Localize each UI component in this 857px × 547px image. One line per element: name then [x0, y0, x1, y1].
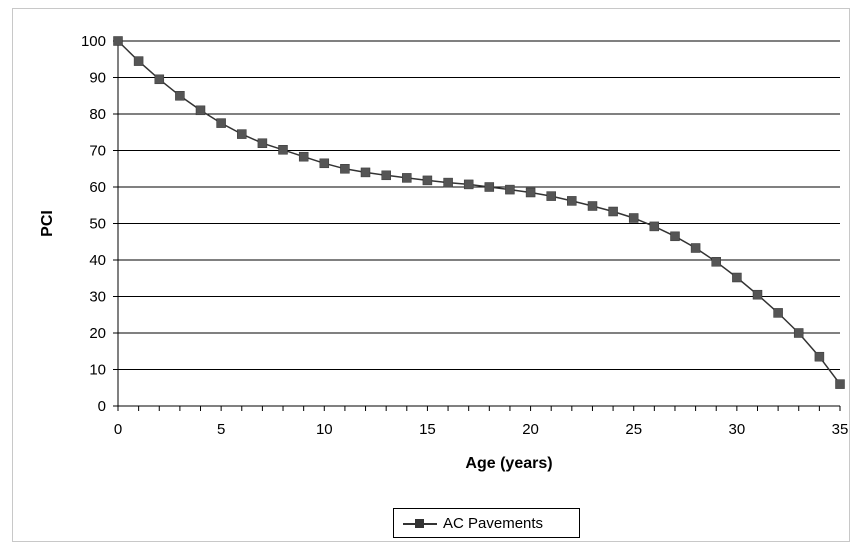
data-point-marker: [360, 167, 371, 178]
y-tick-label: 60: [89, 179, 106, 196]
x-tick-label: 30: [729, 421, 746, 438]
y-tick-label: 100: [81, 33, 106, 50]
data-point-marker: [732, 272, 742, 283]
data-point-marker: [463, 179, 474, 190]
x-tick-label: 35: [832, 421, 849, 438]
data-point-marker: [608, 206, 618, 217]
data-point-marker: [113, 36, 123, 46]
data-point-marker: [793, 328, 804, 338]
data-point-marker: [835, 379, 845, 389]
y-tick-label: 80: [89, 106, 106, 123]
data-point-marker: [278, 145, 288, 155]
y-tick-label: 0: [98, 398, 106, 415]
x-tick-label: 0: [114, 421, 122, 438]
data-point-marker: [298, 151, 309, 162]
data-point-marker: [154, 74, 165, 85]
data-point-marker: [195, 105, 206, 116]
data-point-marker: [649, 221, 660, 232]
data-point-marker: [422, 175, 433, 186]
y-tick-label: 70: [89, 143, 106, 160]
data-point-marker: [257, 138, 268, 148]
x-tick-label: 5: [217, 421, 225, 438]
y-axis-title: PCI: [39, 210, 56, 237]
data-point-marker: [237, 129, 247, 139]
y-tick-label: 30: [89, 289, 106, 306]
x-tick-label: 10: [316, 421, 333, 438]
data-point-marker: [814, 351, 825, 362]
x-axis-title: Age (years): [465, 455, 552, 472]
data-point-marker: [402, 173, 412, 183]
data-point-marker: [505, 184, 515, 195]
data-point-marker: [711, 257, 721, 267]
legend-label: AC Pavements: [443, 515, 544, 532]
data-point-marker: [546, 191, 556, 201]
data-point-marker: [587, 201, 598, 211]
data-point-marker: [484, 182, 495, 192]
y-tick-label: 50: [89, 216, 106, 233]
data-point-marker: [340, 164, 350, 174]
y-tick-label: 10: [89, 362, 106, 379]
y-tick-label: 90: [89, 70, 106, 87]
data-point-marker: [175, 91, 185, 101]
data-point-marker: [773, 308, 783, 318]
data-point-marker: [443, 177, 453, 188]
y-tick-label: 40: [89, 252, 106, 269]
legend-square-marker-icon: [415, 519, 424, 528]
data-point-marker: [628, 213, 639, 223]
data-point-marker: [525, 187, 536, 198]
chart-frame: [12, 8, 850, 542]
data-point-marker: [567, 196, 577, 206]
legend: AC Pavements: [393, 508, 580, 538]
data-point-marker: [690, 243, 701, 253]
data-point-marker: [319, 158, 330, 169]
data-point-marker: [133, 56, 144, 66]
data-point-marker: [752, 289, 763, 300]
x-tick-label: 25: [625, 421, 642, 438]
y-tick-label: 20: [89, 325, 106, 342]
data-point-marker: [670, 231, 680, 242]
x-tick-label: 15: [419, 421, 436, 438]
data-point-marker: [381, 170, 391, 181]
x-tick-label: 20: [522, 421, 539, 438]
data-point-marker: [216, 118, 226, 128]
